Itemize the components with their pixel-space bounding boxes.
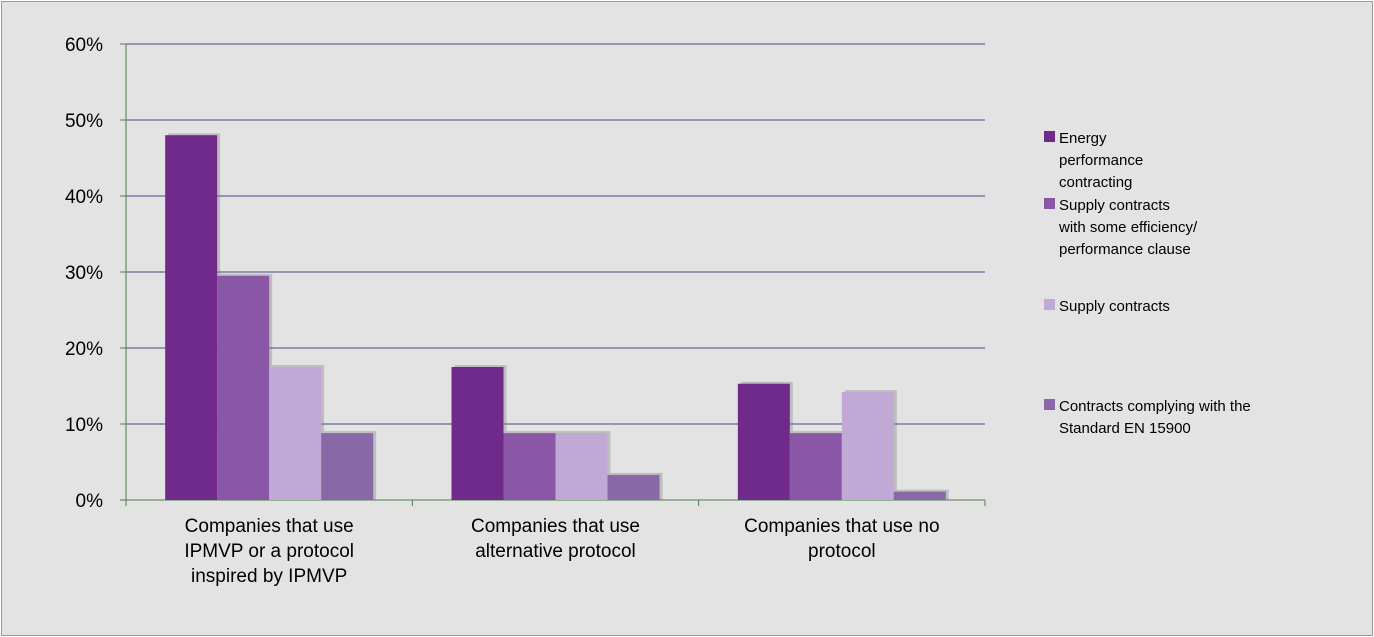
legend-label: Supply contracts bbox=[1059, 298, 1170, 315]
bar bbox=[607, 474, 660, 500]
legend-swatch bbox=[1044, 131, 1055, 142]
legend-swatch bbox=[1044, 399, 1055, 410]
y-tick-label: 60% bbox=[65, 35, 103, 56]
bar bbox=[321, 433, 374, 500]
x-category-label: Companies that use no protocol bbox=[744, 516, 939, 562]
y-tick-label: 10% bbox=[65, 415, 103, 436]
legend-swatch bbox=[1044, 299, 1055, 310]
bar bbox=[451, 367, 504, 500]
bar bbox=[269, 367, 322, 500]
bar bbox=[217, 275, 270, 500]
legend-swatch bbox=[1044, 198, 1055, 209]
y-tick-label: 30% bbox=[65, 263, 103, 284]
legend-label: Supply contracts with some efficiency/per… bbox=[1058, 197, 1198, 258]
y-tick-label: 50% bbox=[65, 111, 103, 132]
legend-label: Contracts complying with the Standard EN … bbox=[1059, 398, 1251, 437]
y-tick-label: 20% bbox=[65, 339, 103, 360]
x-category-label: Companies that use IPMVP or a protocol ins… bbox=[184, 516, 354, 587]
bar bbox=[789, 433, 842, 500]
y-tick-label: 40% bbox=[65, 187, 103, 208]
y-tick-label: 0% bbox=[76, 491, 104, 512]
bar bbox=[841, 392, 894, 500]
bar bbox=[893, 491, 946, 500]
x-category-label: Companies that use alternative protocol bbox=[471, 516, 640, 562]
bar bbox=[165, 135, 218, 500]
bar bbox=[555, 433, 608, 500]
legend-label: Energy performance contracting bbox=[1059, 130, 1143, 191]
bar bbox=[737, 383, 790, 500]
bar bbox=[503, 433, 556, 500]
